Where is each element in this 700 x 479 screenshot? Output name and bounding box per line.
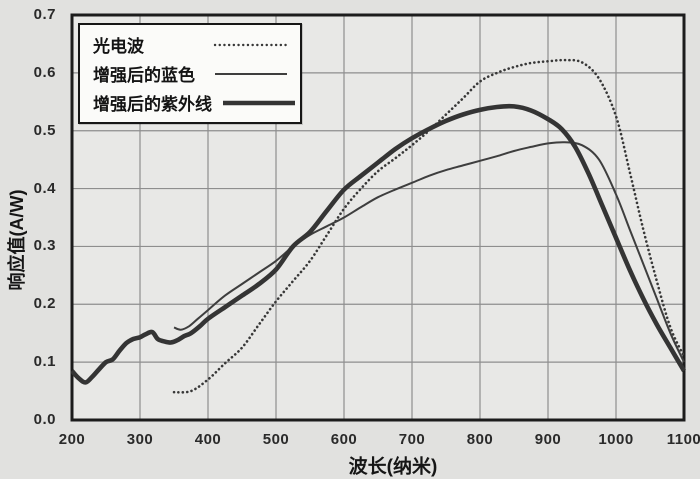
x-tick-label: 500 <box>262 431 290 448</box>
y-tick-label: 0.2 <box>33 295 56 313</box>
y-tick-label: 0.1 <box>33 353 56 371</box>
x-tick-label: 600 <box>330 431 358 448</box>
y-tick-label: 0.4 <box>33 179 56 197</box>
legend-item-photodiode: 光电波 <box>93 30 290 59</box>
legend-label: 增强后的紫外线 <box>93 95 212 114</box>
thin-line-sample-icon <box>215 72 287 75</box>
legend-label: 增强后的蓝色 <box>93 66 195 85</box>
y-tick-label: 0.5 <box>33 121 56 139</box>
series-curve-2 <box>70 103 686 385</box>
x-tick-label: 400 <box>194 431 222 448</box>
y-tick-label: 0.3 <box>33 237 56 255</box>
series-curve-0 <box>172 58 686 394</box>
legend-label: 光电波 <box>93 37 144 56</box>
x-tick-label: 1100 <box>666 431 700 448</box>
x-tick-label: 300 <box>126 431 154 448</box>
thick-line-sample-icon <box>223 100 295 105</box>
series-curve-1 <box>173 141 685 363</box>
x-tick-label: 900 <box>534 431 562 448</box>
x-axis-title: 波长(纳米) <box>348 456 438 478</box>
y-axis-title: 响应值(A/W) <box>7 189 27 291</box>
legend-item-enhanced-blue: 增强后的蓝色 <box>93 59 290 88</box>
y-tick-label: 0.6 <box>33 63 56 81</box>
legend: 光电波 增强后的蓝色 增强后的紫外线 <box>78 23 302 124</box>
y-tick-label: 0.0 <box>33 411 56 428</box>
plot-border <box>70 13 686 422</box>
x-tick-label: 800 <box>466 431 494 448</box>
x-tick-label: 1000 <box>598 431 634 448</box>
legend-item-enhanced-uv: 增强后的紫外线 <box>93 88 295 117</box>
x-tick-label: 700 <box>398 431 426 448</box>
y-tick-label: 0.7 <box>33 6 56 23</box>
dotted-line-sample-icon <box>213 43 289 46</box>
x-tick-label: 200 <box>58 431 86 448</box>
